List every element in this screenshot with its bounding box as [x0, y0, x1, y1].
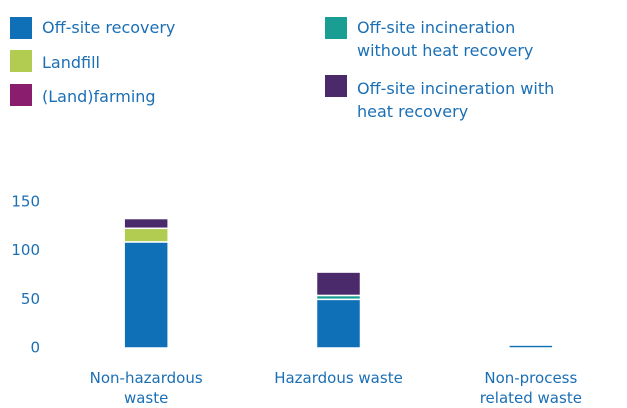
x-tick-label: Non-process related waste: [479, 369, 582, 407]
legend-swatch: [10, 84, 32, 106]
y-tick-label: 100: [11, 241, 40, 259]
legend-label: Landfill: [42, 53, 100, 72]
bar-segment: [315, 298, 362, 349]
y-tick-label: 150: [11, 193, 40, 211]
legend-swatch: [10, 17, 32, 39]
legend-swatch: [325, 75, 347, 97]
bar-segment: [315, 271, 362, 297]
legend-label: (Land)farming: [42, 87, 156, 106]
legend-swatch: [10, 50, 32, 72]
bar-segment: [508, 344, 554, 349]
y-tick-label: 50: [21, 290, 40, 308]
y-tick-label: 0: [30, 339, 40, 357]
legend-label: Off-site recovery: [42, 18, 176, 37]
bar-segment: [123, 217, 169, 230]
legend-swatch: [325, 17, 347, 39]
bar-segment: [123, 241, 169, 349]
bar-segment: [123, 227, 169, 243]
legend-label: Off-site incineration with heat recovery: [357, 79, 555, 121]
legend-label: Off-site incineration without heat recov…: [357, 18, 534, 60]
x-tick-label: Hazardous waste: [274, 369, 403, 387]
x-tick-label: Non-hazardous waste: [89, 369, 203, 407]
